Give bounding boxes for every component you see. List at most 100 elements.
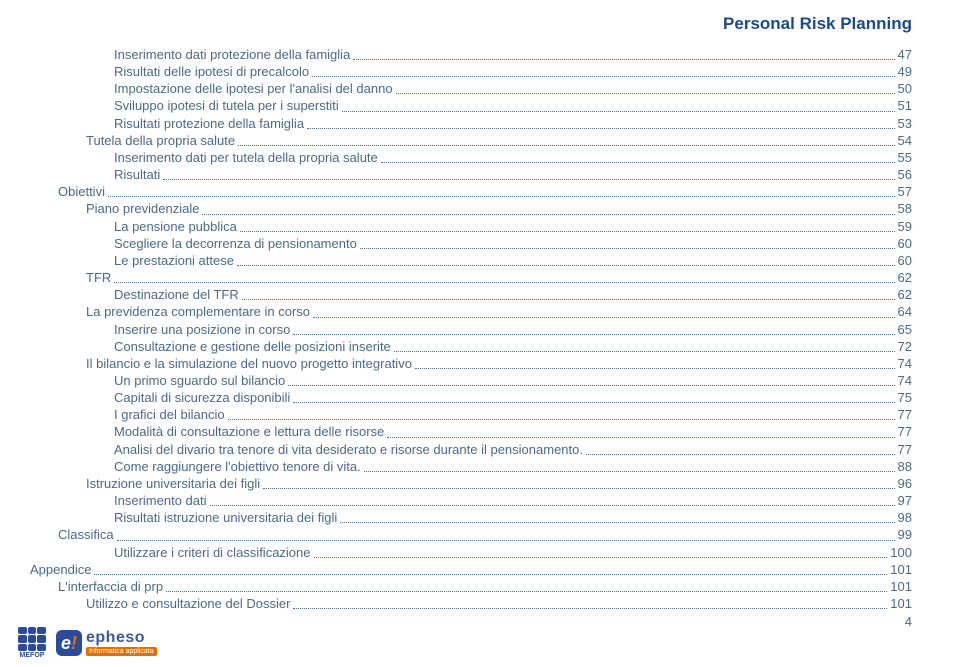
- toc-entry: Capitali di sicurezza disponibili 75: [30, 389, 912, 406]
- toc-page: 62: [898, 286, 912, 303]
- toc-leader-dots: [163, 179, 894, 180]
- toc-entry: Risultati protezione della famiglia 53: [30, 115, 912, 132]
- epheso-text: epheso Informatica applicata: [86, 630, 157, 656]
- toc-label: La previdenza complementare in corso: [86, 303, 310, 320]
- toc-label: Risultati delle ipotesi di precalcolo: [114, 63, 309, 80]
- toc-label: Impostazione delle ipotesi per l'analisi…: [114, 80, 393, 97]
- table-of-contents: Inserimento dati protezione della famigl…: [30, 46, 912, 612]
- toc-leader-dots: [313, 317, 895, 318]
- toc-entry: Obiettivi 57: [30, 183, 912, 200]
- toc-label: Obiettivi: [58, 183, 105, 200]
- toc-entry: L'interfaccia di prp 101: [30, 578, 912, 595]
- toc-label: La pensione pubblica: [114, 218, 237, 235]
- toc-label: Risultati protezione della famiglia: [114, 115, 304, 132]
- toc-page: 55: [898, 149, 912, 166]
- epheso-bang: !: [71, 633, 77, 654]
- toc-leader-dots: [307, 128, 894, 129]
- toc-page: 50: [898, 80, 912, 97]
- toc-leader-dots: [114, 282, 894, 283]
- toc-entry: Un primo sguardo sul bilancio 74: [30, 372, 912, 389]
- toc-entry: Il bilancio e la simulazione del nuovo p…: [30, 355, 912, 372]
- toc-leader-dots: [238, 145, 894, 146]
- toc-page: 98: [898, 509, 912, 526]
- toc-page: 56: [898, 166, 912, 183]
- toc-leader-dots: [237, 265, 895, 266]
- toc-leader-dots: [381, 162, 895, 163]
- toc-entry: Inserire una posizione in corso 65: [30, 321, 912, 338]
- mefop-label: MEFOP: [20, 652, 45, 659]
- toc-leader-dots: [228, 419, 895, 420]
- toc-entry: Modalità di consultazione e lettura dell…: [30, 423, 912, 440]
- toc-page: 49: [898, 63, 912, 80]
- footer-logos: MEFOP e! epheso Informatica applicata: [18, 627, 157, 659]
- toc-page: 51: [898, 97, 912, 114]
- epheso-badge-icon: e!: [56, 630, 82, 656]
- toc-entry: Impostazione delle ipotesi per l'analisi…: [30, 80, 912, 97]
- page-number: 4: [905, 614, 912, 629]
- toc-leader-dots: [353, 59, 894, 60]
- toc-leader-dots: [240, 231, 895, 232]
- toc-entry: La pensione pubblica 59: [30, 218, 912, 235]
- toc-leader-dots: [394, 351, 895, 352]
- toc-entry: Appendice 101: [30, 561, 912, 578]
- toc-page: 77: [898, 423, 912, 440]
- toc-leader-dots: [312, 76, 894, 77]
- toc-label: Come raggiungere l'obiettivo tenore di v…: [114, 458, 361, 475]
- page-title: Personal Risk Planning: [723, 14, 912, 34]
- epheso-e: e: [61, 633, 71, 654]
- toc-page: 65: [898, 321, 912, 338]
- toc-entry: Scegliere la decorrenza di pensionamento…: [30, 235, 912, 252]
- toc-leader-dots: [202, 214, 894, 215]
- toc-label: Modalità di consultazione e lettura dell…: [114, 423, 384, 440]
- toc-label: Inserire una posizione in corso: [114, 321, 290, 338]
- toc-entry: Inserimento dati 97: [30, 492, 912, 509]
- toc-label: Utilizzare i criteri di classificazione: [114, 544, 311, 561]
- toc-page: 47: [898, 46, 912, 63]
- toc-label: Risultati istruzione universitaria dei f…: [114, 509, 337, 526]
- toc-entry: Istruzione universitaria dei figli 96: [30, 475, 912, 492]
- toc-leader-dots: [586, 454, 895, 455]
- epheso-subtitle: Informatica applicata: [86, 647, 157, 656]
- toc-entry: Piano previdenziale 58: [30, 200, 912, 217]
- toc-leader-dots: [166, 591, 887, 592]
- toc-label: Inserimento dati protezione della famigl…: [114, 46, 350, 63]
- toc-leader-dots: [293, 608, 887, 609]
- toc-entry: Utilizzo e consultazione del Dossier 101: [30, 595, 912, 612]
- toc-label: Scegliere la decorrenza di pensionamento: [114, 235, 357, 252]
- mefop-icon: [18, 627, 46, 651]
- toc-page: 77: [898, 441, 912, 458]
- toc-page: 101: [890, 595, 912, 612]
- toc-entry: Inserimento dati protezione della famigl…: [30, 46, 912, 63]
- toc-leader-dots: [263, 488, 894, 489]
- toc-leader-dots: [117, 540, 895, 541]
- toc-page: 96: [898, 475, 912, 492]
- toc-entry: I grafici del bilancio 77: [30, 406, 912, 423]
- toc-leader-dots: [288, 385, 894, 386]
- toc-label: Appendice: [30, 561, 91, 578]
- toc-label: Utilizzo e consultazione del Dossier: [86, 595, 290, 612]
- toc-entry: Come raggiungere l'obiettivo tenore di v…: [30, 458, 912, 475]
- toc-leader-dots: [387, 437, 894, 438]
- toc-label: Consultazione e gestione delle posizioni…: [114, 338, 391, 355]
- toc-entry: Inserimento dati per tutela della propri…: [30, 149, 912, 166]
- toc-page: 75: [898, 389, 912, 406]
- toc-entry: Analisi del divario tra tenore di vita d…: [30, 441, 912, 458]
- toc-label: Un primo sguardo sul bilancio: [114, 372, 285, 389]
- toc-page: 88: [898, 458, 912, 475]
- toc-page: 57: [898, 183, 912, 200]
- toc-leader-dots: [415, 368, 895, 369]
- toc-entry: Destinazione del TFR 62: [30, 286, 912, 303]
- toc-label: Istruzione universitaria dei figli: [86, 475, 260, 492]
- toc-page: 60: [898, 252, 912, 269]
- toc-leader-dots: [210, 505, 895, 506]
- toc-label: Analisi del divario tra tenore di vita d…: [114, 441, 583, 458]
- toc-entry: Tutela della propria salute 54: [30, 132, 912, 149]
- toc-entry: Utilizzare i criteri di classificazione …: [30, 544, 912, 561]
- toc-entry: Le prestazioni attese 60: [30, 252, 912, 269]
- toc-page: 77: [898, 406, 912, 423]
- toc-label: Piano previdenziale: [86, 200, 199, 217]
- toc-entry: Consultazione e gestione delle posizioni…: [30, 338, 912, 355]
- toc-leader-dots: [364, 471, 895, 472]
- toc-page: 59: [898, 218, 912, 235]
- toc-leader-dots: [242, 299, 895, 300]
